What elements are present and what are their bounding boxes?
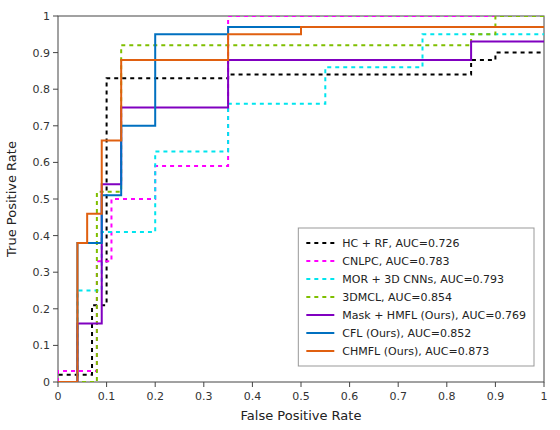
- y-tick: [53, 345, 58, 346]
- x-tick: [349, 382, 350, 387]
- legend-label: CHMFL (Ours), AUC=0.873: [342, 345, 489, 358]
- x-tick: [58, 382, 59, 387]
- y-tick: [53, 89, 58, 90]
- legend-label: Mask + HMFL (Ours), AUC=0.769: [342, 309, 526, 322]
- x-tick: [495, 382, 496, 387]
- chart: 0 0.1 0.2 0.3 0.4 0.5 0.6 0.7 0.8 0.9 1 0 0.1 0.2 0.3 0…: [0, 0, 560, 430]
- y-tick: [53, 382, 58, 383]
- x-tick: [398, 382, 399, 387]
- legend-label: 3DMCL, AUC=0.854: [342, 291, 452, 304]
- y-tick-label: 0.5: [33, 193, 51, 206]
- x-tick-label: 0.4: [244, 390, 262, 403]
- y-tick-label: 0.9: [33, 47, 51, 60]
- y-tick: [53, 235, 58, 236]
- x-tick-label: 0.9: [487, 390, 505, 403]
- y-tick: [53, 125, 58, 126]
- legend-swatch: [306, 296, 334, 298]
- plot-lines: [58, 16, 544, 382]
- x-tick: [446, 382, 447, 387]
- legend: HC + RF, AUC=0.726 CNLPC, AUC=0.783 MOR + …: [298, 228, 534, 366]
- x-tick: [301, 382, 302, 387]
- x-tick-label: 0.3: [195, 390, 213, 403]
- x-tick-label: 0: [55, 390, 62, 403]
- y-tick: [53, 199, 58, 200]
- y-tick: [53, 52, 58, 53]
- y-tick-label: 1: [43, 10, 50, 23]
- x-tick: [544, 382, 545, 387]
- y-tick-label: 0.6: [33, 156, 51, 169]
- x-tick-label: 0.5: [292, 390, 310, 403]
- roc-curve: [58, 16, 544, 382]
- roc-curve: [58, 42, 544, 382]
- y-tick-label: 0.7: [33, 120, 51, 133]
- y-tick-label: 0.8: [33, 83, 51, 96]
- legend-label: CFL (Ours), AUC=0.852: [342, 327, 471, 340]
- y-axis-label: True Positive Rate: [4, 141, 19, 258]
- roc-curve: [58, 16, 544, 382]
- y-tick: [53, 162, 58, 163]
- legend-label: MOR + 3D CNNs, AUC=0.793: [342, 273, 504, 286]
- y-tick-label: 0.1: [33, 339, 51, 352]
- plot-frame: [58, 16, 544, 382]
- legend-label: CNLPC, AUC=0.783: [342, 255, 449, 268]
- legend-box: [298, 228, 534, 366]
- x-tick-label: 0.6: [341, 390, 359, 403]
- legend-swatch: [306, 314, 334, 316]
- roc-curve: [58, 53, 544, 382]
- y-tick-label: 0.2: [33, 303, 51, 316]
- x-axis-label: False Positive Rate: [241, 408, 362, 423]
- x-tick: [203, 382, 204, 387]
- x-tick: [106, 382, 107, 387]
- x-tick: [252, 382, 253, 387]
- roc-curve: [58, 27, 544, 382]
- legend-swatch: [306, 332, 334, 334]
- y-tick-label: 0.3: [33, 266, 51, 279]
- y-tick: [53, 272, 58, 273]
- legend-swatch: [306, 260, 334, 262]
- legend-swatch: [306, 278, 334, 280]
- y-tick-label: 0: [43, 376, 50, 389]
- legend-swatch: [306, 350, 334, 352]
- x-tick-label: 0.2: [146, 390, 164, 403]
- legend-swatch: [306, 242, 334, 244]
- x-tick-label: 0.7: [389, 390, 407, 403]
- x-tick: [155, 382, 156, 387]
- roc-curve: [58, 27, 544, 382]
- y-tick: [53, 16, 58, 17]
- x-tick-label: 0.1: [98, 390, 116, 403]
- roc-curve: [58, 34, 544, 382]
- y-tick-label: 0.4: [33, 230, 51, 243]
- y-tick: [53, 308, 58, 309]
- x-tick-label: 1: [541, 390, 548, 403]
- x-tick-label: 0.8: [438, 390, 456, 403]
- legend-label: HC + RF, AUC=0.726: [342, 237, 459, 250]
